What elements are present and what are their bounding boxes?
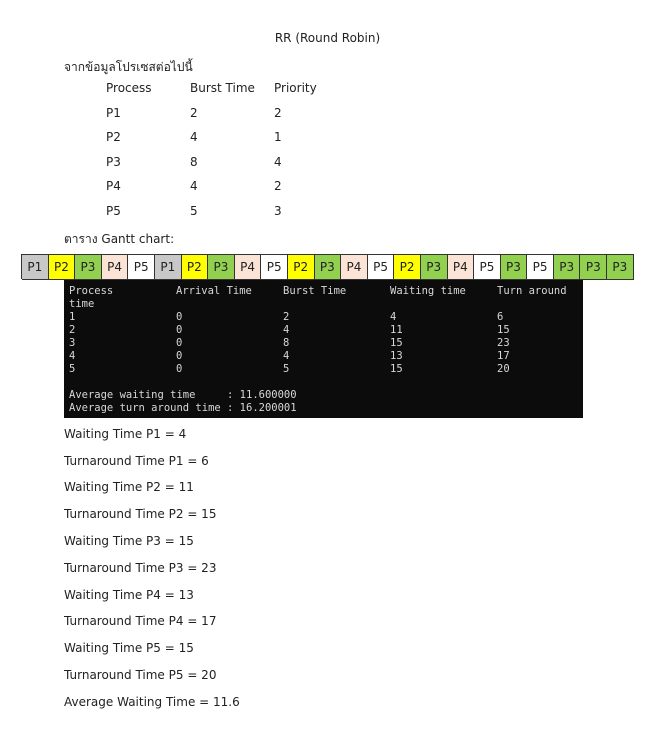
burst-cell: 4: [190, 179, 198, 193]
terminal-cell: 13: [390, 350, 403, 362]
gantt-chart: P1 P2 P3 P4 P5 P1 P2 P3 P4 P5 P2 P3 P4 P5 P2 P3 P4 P5 P3 P5…: [21, 254, 634, 280]
gantt-cell-p5: P5: [474, 254, 501, 280]
gantt-cell-p4: P4: [447, 254, 475, 280]
gantt-cell-p3: P3: [580, 254, 608, 280]
result-line: Waiting Time P3 = 15: [64, 534, 194, 548]
terminal-row: 4 0 4 13 17: [69, 350, 583, 363]
process-cell: P1: [106, 106, 121, 120]
terminal-cell: 2: [69, 324, 76, 336]
header-burst-time: Burst Time: [190, 81, 255, 95]
result-line: Waiting Time P4 = 13: [64, 588, 194, 602]
gantt-cell-p2: P2: [394, 254, 421, 280]
terminal-cell: 4: [390, 311, 397, 323]
intro-text: จากข้อมูลโปรเซสต่อไปนี้: [64, 60, 193, 74]
terminal-cell: 5: [283, 363, 290, 375]
page-title: RR (Round Robin): [274, 31, 381, 45]
result-line: Turnaround Time P5 = 20: [64, 668, 217, 682]
terminal-header-waiting: Waiting time: [390, 285, 466, 297]
gantt-cell-p5: P5: [367, 254, 395, 280]
terminal-cell: 15: [497, 324, 510, 336]
terminal-cell: 17: [497, 350, 510, 362]
terminal-header-burst: Burst Time: [283, 285, 347, 297]
gantt-cell-p3: P3: [500, 254, 528, 280]
terminal-header-process: Process: [69, 285, 114, 297]
gantt-cell-p5: P5: [261, 254, 288, 280]
terminal-output: Process Arrival Time Burst Time Waiting …: [64, 280, 583, 418]
gantt-cell-p3: P3: [75, 254, 102, 280]
gantt-cell-p2: P2: [181, 254, 209, 280]
terminal-cell: 0: [176, 311, 183, 323]
terminal-cell: 15: [390, 363, 403, 375]
gantt-cell-p2: P2: [48, 254, 76, 280]
result-line: Waiting Time P2 = 11: [64, 480, 194, 494]
gantt-cell-p4: P4: [101, 254, 129, 280]
gantt-cell-p4: P4: [341, 254, 368, 280]
terminal-cell: 6: [497, 311, 504, 323]
header-process: Process: [106, 81, 152, 95]
priority-cell: 1: [274, 130, 282, 144]
priority-cell: 4: [274, 155, 282, 169]
terminal-avg-wait: Average waiting time : 11.600000: [69, 389, 297, 401]
process-cell: P2: [106, 130, 121, 144]
result-line: Turnaround Time P1 = 6: [64, 454, 209, 468]
result-line: Turnaround Time P4 = 17: [64, 614, 217, 628]
result-line: Waiting Time P5 = 15: [64, 641, 194, 655]
process-cell: P3: [106, 155, 121, 169]
terminal-header-wrap-text: time: [69, 298, 95, 310]
terminal-cell: 20: [497, 363, 510, 375]
terminal-header-arrival: Arrival Time: [176, 285, 252, 297]
terminal-cell: 0: [176, 337, 183, 349]
gantt-cell-p5: P5: [128, 254, 155, 280]
burst-cell: 2: [190, 106, 198, 120]
terminal-cell: 0: [176, 363, 183, 375]
burst-cell: 8: [190, 155, 198, 169]
gantt-cell-p1: P1: [154, 254, 182, 280]
gantt-label: ตาราง Gantt chart:: [64, 232, 175, 246]
burst-cell: 5: [190, 204, 198, 218]
gantt-cell-p3: P3: [607, 254, 634, 280]
terminal-row: 1 0 2 4 6: [69, 311, 583, 324]
terminal-row: 2 0 4 11 15: [69, 324, 583, 337]
terminal-cell: 23: [497, 337, 510, 349]
terminal-header: Process Arrival Time Burst Time Waiting …: [69, 285, 583, 298]
terminal-header-turnaround: Turn around: [497, 285, 567, 297]
terminal-cell: 11: [390, 324, 403, 336]
priority-cell: 2: [274, 106, 282, 120]
process-cell: P4: [106, 179, 121, 193]
priority-cell: 3: [274, 204, 282, 218]
header-priority: Priority: [274, 81, 317, 95]
result-line: Turnaround Time P2 = 15: [64, 507, 217, 521]
result-line: Waiting Time P1 = 4: [64, 427, 187, 441]
terminal-cell: 5: [69, 363, 76, 375]
terminal-row: 3 0 8 15 23: [69, 337, 583, 350]
terminal-cell: 2: [283, 311, 290, 323]
terminal-cell: 0: [176, 350, 183, 362]
terminal-cell: 1: [69, 311, 76, 323]
process-cell: P5: [106, 204, 121, 218]
terminal-cell: 3: [69, 337, 76, 349]
gantt-cell-p3: P3: [420, 254, 448, 280]
gantt-cell-p4: P4: [234, 254, 262, 280]
terminal-spacer: [69, 376, 583, 389]
result-line: Turnaround Time P3 = 23: [64, 561, 217, 575]
burst-cell: 4: [190, 130, 198, 144]
gantt-cell-p3: P3: [314, 254, 342, 280]
terminal-cell: 0: [176, 324, 183, 336]
terminal-row: 5 0 5 15 20: [69, 363, 583, 376]
terminal-cell: 8: [283, 337, 290, 349]
gantt-cell-p3: P3: [208, 254, 235, 280]
terminal-cell: 4: [69, 350, 76, 362]
gantt-cell-p3: P3: [553, 254, 581, 280]
terminal-avg-turnaround: Average turn around time : 16.200001: [69, 402, 297, 414]
terminal-cell: 4: [283, 324, 290, 336]
terminal-cell: 15: [390, 337, 403, 349]
result-line: Average Waiting Time = 11.6: [64, 695, 240, 709]
gantt-cell-p5: P5: [527, 254, 554, 280]
gantt-cell-p1: P1: [22, 254, 49, 280]
priority-cell: 2: [274, 179, 282, 193]
terminal-header-wrap: time: [69, 298, 583, 311]
gantt-cell-p2: P2: [287, 254, 315, 280]
terminal-cell: 4: [283, 350, 290, 362]
